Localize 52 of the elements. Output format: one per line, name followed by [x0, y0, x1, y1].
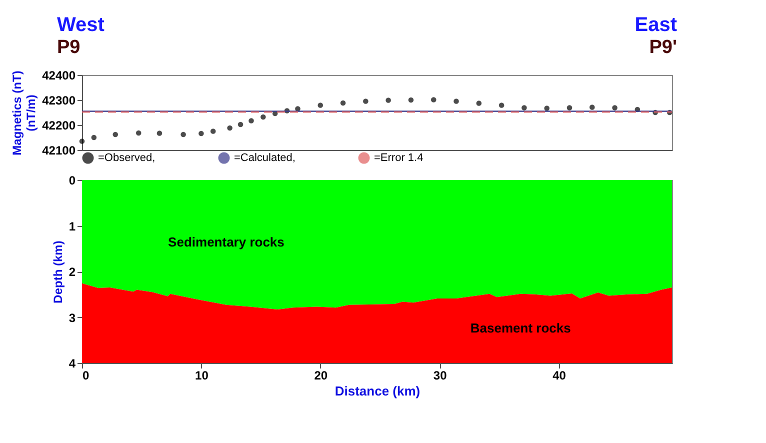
text: P9' — [649, 37, 677, 58]
legend-label: =Error 1.4 — [374, 152, 424, 164]
point — [566, 105, 572, 110]
point — [363, 98, 368, 104]
y-tick-label: 2 — [68, 265, 76, 279]
point — [238, 122, 244, 128]
y-tick-label: 42400 — [42, 68, 76, 82]
x-tick-label: 0 — [82, 368, 90, 382]
point — [180, 132, 186, 138]
point — [522, 105, 527, 110]
point — [408, 97, 414, 103]
text: East — [634, 14, 678, 36]
point — [156, 130, 162, 136]
point — [248, 118, 254, 124]
point — [227, 125, 232, 131]
y-tick-label: 1 — [68, 219, 76, 234]
text: West — [57, 14, 105, 36]
point — [112, 132, 118, 138]
legend-label: =Calculated, — [234, 152, 296, 164]
y-tick-label: 0 — [68, 174, 76, 188]
x-tick-label: 30 — [433, 368, 448, 382]
legend-label: =Observed, — [98, 152, 156, 164]
point — [340, 100, 346, 106]
point — [260, 114, 266, 120]
point — [476, 100, 482, 106]
point — [454, 98, 459, 104]
y-tick-label: 3 — [68, 310, 76, 325]
point — [589, 104, 595, 110]
series-label: Sedimentary rocks — [168, 234, 284, 250]
y-axis-title: Magnetics (nT) (nT/m) — [10, 70, 38, 156]
y-tick-label: 4 — [68, 356, 76, 370]
y-tick-label: 42200 — [42, 118, 76, 132]
point — [498, 102, 504, 108]
point — [318, 102, 324, 108]
y-axis-title: Depth (km) — [50, 240, 65, 304]
point — [198, 130, 204, 136]
y-tick-label: 42300 — [42, 94, 76, 108]
point — [91, 134, 97, 140]
x-tick-label: 40 — [552, 368, 566, 382]
point — [430, 97, 436, 102]
x-tick-label: 20 — [314, 368, 328, 382]
x-tick-label: 10 — [195, 368, 209, 382]
series-label: Basement rocks — [470, 320, 571, 336]
text: P9 — [57, 37, 80, 58]
point — [612, 105, 618, 110]
point — [210, 128, 216, 134]
y-tick-label: 42100 — [42, 144, 76, 158]
point — [544, 106, 550, 111]
point — [136, 130, 142, 136]
point — [79, 138, 85, 144]
point — [386, 98, 391, 103]
x-axis-title: Distance (km) — [334, 384, 420, 398]
